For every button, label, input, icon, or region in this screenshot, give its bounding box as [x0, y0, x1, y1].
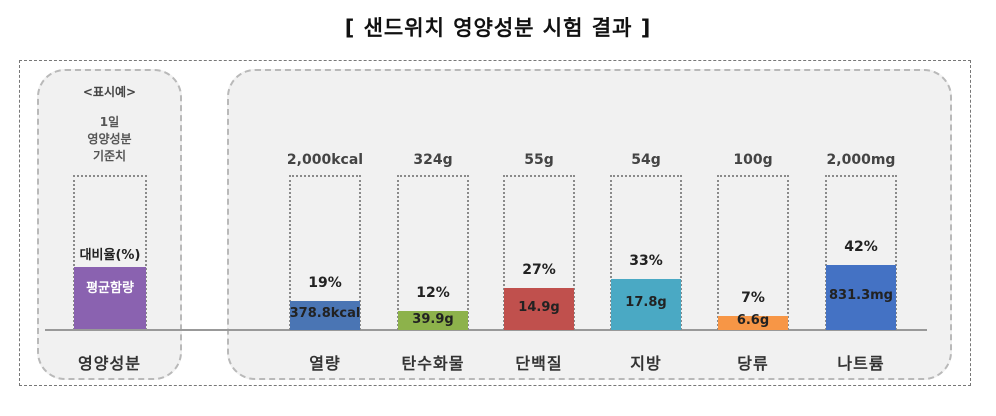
legend-standard-line-1: 1일: [99, 115, 120, 129]
category-label: 나트륨: [837, 354, 885, 373]
amount-label: 17.8g: [625, 295, 667, 311]
bar: [718, 316, 788, 330]
standard-box: [825, 175, 897, 330]
bar: [611, 278, 681, 330]
category-label: 탄수화물: [401, 354, 465, 373]
percent-label: 27%: [522, 262, 556, 279]
percent-label: 7%: [741, 290, 765, 306]
amount-label: 831.3mg: [829, 288, 893, 304]
standard-box: [503, 175, 575, 330]
bar: [504, 288, 574, 330]
bar: [826, 264, 896, 330]
legend-heading: <표시예>: [82, 85, 137, 99]
category-label: 단백질: [515, 354, 563, 373]
legend-category-label: 영양성분: [78, 354, 141, 373]
standard-box: [289, 175, 361, 330]
amount-label: 14.9g: [518, 300, 560, 316]
daily-standard-label: 2,000mg: [826, 152, 896, 168]
percent-label: 42%: [844, 238, 878, 255]
legend-ratio-label: 대비율(%): [79, 248, 141, 263]
daily-standard-label: 55g: [524, 152, 554, 168]
legend-standard-box: [73, 175, 147, 330]
standard-box: [717, 175, 789, 330]
category-label: 당류: [737, 354, 769, 373]
legend-sample-bar: [74, 267, 146, 330]
outer-frame: [19, 60, 971, 386]
chart-title: [ 샌드위치 영양성분 시험 결과 ]: [344, 16, 652, 40]
amount-label: 39.9g: [412, 311, 454, 327]
daily-standard-label: 2,000kcal: [286, 152, 364, 168]
bar: [290, 300, 360, 330]
legend-standard-line-3: 기준치: [92, 149, 127, 163]
amount-label: 6.6g: [736, 313, 770, 328]
standard-box: [610, 175, 682, 330]
percent-label: 19%: [308, 274, 342, 291]
daily-standard-label: 54g: [631, 152, 661, 168]
chart-baseline: [45, 329, 927, 331]
daily-standard-label: 324g: [413, 152, 453, 168]
standard-box: [397, 175, 469, 330]
amount-label: 378.8kcal: [289, 306, 361, 322]
category-label: 열량: [309, 354, 341, 373]
legend-standard-line-2: 영양성분: [87, 132, 132, 146]
percent-label: 12%: [416, 285, 450, 302]
bar: [398, 311, 468, 330]
category-label: 지방: [630, 354, 662, 373]
legend-average-label: 평균함량: [86, 281, 134, 296]
percent-label: 33%: [629, 252, 663, 269]
daily-standard-label: 100g: [733, 152, 773, 168]
